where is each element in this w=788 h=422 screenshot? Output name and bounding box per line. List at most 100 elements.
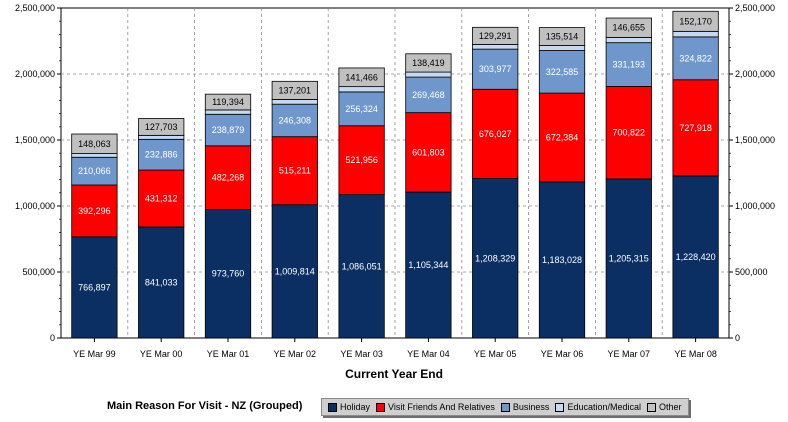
bar-segment <box>605 85 652 180</box>
legend-item-education[interactable]: Education/Medical <box>555 402 641 412</box>
legend-swatch-education <box>555 402 565 412</box>
x-tick-label: YE Mar 05 <box>474 349 517 359</box>
legend-label-education: Education/Medical <box>567 402 641 412</box>
legend-title: Main Reason For Visit - NZ (Grouped) <box>107 400 303 412</box>
data-label: 119,394 <box>212 97 244 107</box>
data-label: 303,977 <box>479 64 512 74</box>
legend-swatch-vfr <box>376 402 386 412</box>
bar-segment <box>472 48 519 90</box>
data-label: 973,760 <box>212 269 245 279</box>
bar-segment <box>405 191 452 339</box>
data-label: 1,086,051 <box>342 261 382 271</box>
y-tick-label-right: 2,500,000 <box>735 3 775 13</box>
data-label: 392,296 <box>78 206 111 216</box>
bar-segment <box>472 178 519 339</box>
y-tick-label: 2,000,000 <box>15 69 55 79</box>
x-tick-label: YE Mar 04 <box>407 349 450 359</box>
data-label: 148,063 <box>78 139 111 149</box>
y-tick-label: 0 <box>50 333 55 343</box>
bar-segment <box>338 91 385 127</box>
data-label: 129,291 <box>479 31 512 41</box>
bar-segment <box>338 86 385 93</box>
data-label: 210,066 <box>78 166 111 176</box>
x-axis-title: Current Year End <box>345 367 443 381</box>
axes: 0 0 500,000 500,000 1,000,000 1,000,000 1,500,… <box>15 3 775 359</box>
bar-segment <box>605 17 652 38</box>
data-label: 1,105,344 <box>408 260 448 270</box>
legend-swatch-other <box>646 402 656 412</box>
bar-segment <box>472 26 519 45</box>
bar-segment <box>672 30 719 38</box>
legend-label-other: Other <box>658 402 682 412</box>
legend-swatch-holiday <box>328 402 337 412</box>
x-tick-label: YE Mar 06 <box>541 349 584 359</box>
bar-segment <box>138 138 185 171</box>
x-tick-label: YE Mar 99 <box>73 349 116 359</box>
data-label: 135,514 <box>546 32 579 42</box>
legend-swatch-business <box>500 402 510 412</box>
bar-segment <box>672 79 719 177</box>
y-tick-label: 1,000,000 <box>15 201 55 211</box>
data-label: 1,183,028 <box>542 255 582 265</box>
data-label: 515,211 <box>279 166 311 176</box>
data-label: 727,918 <box>679 123 712 133</box>
data-label: 431,312 <box>145 194 178 204</box>
legend-item-business[interactable]: Business <box>500 402 549 412</box>
data-label: 1,208,329 <box>475 253 515 263</box>
bar-segment <box>405 112 452 193</box>
bar-segment <box>204 145 252 210</box>
bar-segment <box>538 45 586 51</box>
data-label: 766,897 <box>78 282 111 292</box>
bar-segment <box>271 136 318 206</box>
x-tick-label: YE Mar 01 <box>207 349 250 359</box>
bar-segment <box>472 43 519 50</box>
y-tick-label-right: 1,000,000 <box>735 201 775 211</box>
data-label: 322,585 <box>546 67 579 77</box>
x-tick-label: YE Mar 00 <box>140 349 183 359</box>
y-tick-label-right: 500,000 <box>735 267 768 277</box>
bar-segment <box>204 113 252 147</box>
bar-segment <box>204 93 252 111</box>
data-label: 482,268 <box>212 173 245 183</box>
legend-item-holiday[interactable]: Holiday <box>328 402 370 412</box>
data-label: 324,822 <box>679 53 712 63</box>
bar-segment <box>204 109 252 115</box>
legend-item-vfr[interactable]: Visit Friends And Relatives <box>376 402 495 412</box>
data-label: 1,228,420 <box>676 252 716 262</box>
x-tick-label: YE Mar 07 <box>608 349 651 359</box>
bar-segment <box>605 42 652 87</box>
data-label: 676,027 <box>479 129 512 139</box>
data-label: 521,956 <box>345 155 378 165</box>
bar-segment <box>538 181 586 339</box>
bar-segment <box>672 10 719 32</box>
bars: 766,897 392,296 210,066 148,063 841,033 431,3… <box>71 10 719 339</box>
x-tick-label: YE Mar 03 <box>340 349 383 359</box>
y-tick-label: 1,500,000 <box>15 135 55 145</box>
y-tick-label-right: 2,000,000 <box>735 69 775 79</box>
data-label: 1,009,814 <box>275 266 315 276</box>
data-label: 127,703 <box>145 122 178 132</box>
bar-segment <box>271 80 318 100</box>
y-tick-label: 2,500,000 <box>15 3 55 13</box>
bar-segment <box>672 36 719 81</box>
bar-segment <box>71 184 118 238</box>
legend-item-other[interactable]: Other <box>646 402 682 412</box>
bar-segment <box>472 88 519 179</box>
data-label: 269,468 <box>412 90 445 100</box>
data-label: 246,308 <box>279 115 312 125</box>
bar-segment <box>138 134 185 140</box>
bar-segment <box>71 153 118 158</box>
data-label: 256,324 <box>345 104 378 114</box>
data-label: 700,822 <box>613 128 646 138</box>
bar-segment <box>271 99 318 105</box>
data-label: 1,205,315 <box>609 253 649 263</box>
data-label: 672,384 <box>546 132 579 142</box>
legend: Holiday Visit Friends And Relatives Busi… <box>321 398 689 416</box>
bar-segment <box>405 76 452 114</box>
bar-segment <box>538 92 586 183</box>
data-label: 232,886 <box>145 150 178 160</box>
data-label: 138,419 <box>412 58 445 68</box>
legend-label-holiday: Holiday <box>340 402 371 412</box>
bar-segment <box>405 71 452 78</box>
